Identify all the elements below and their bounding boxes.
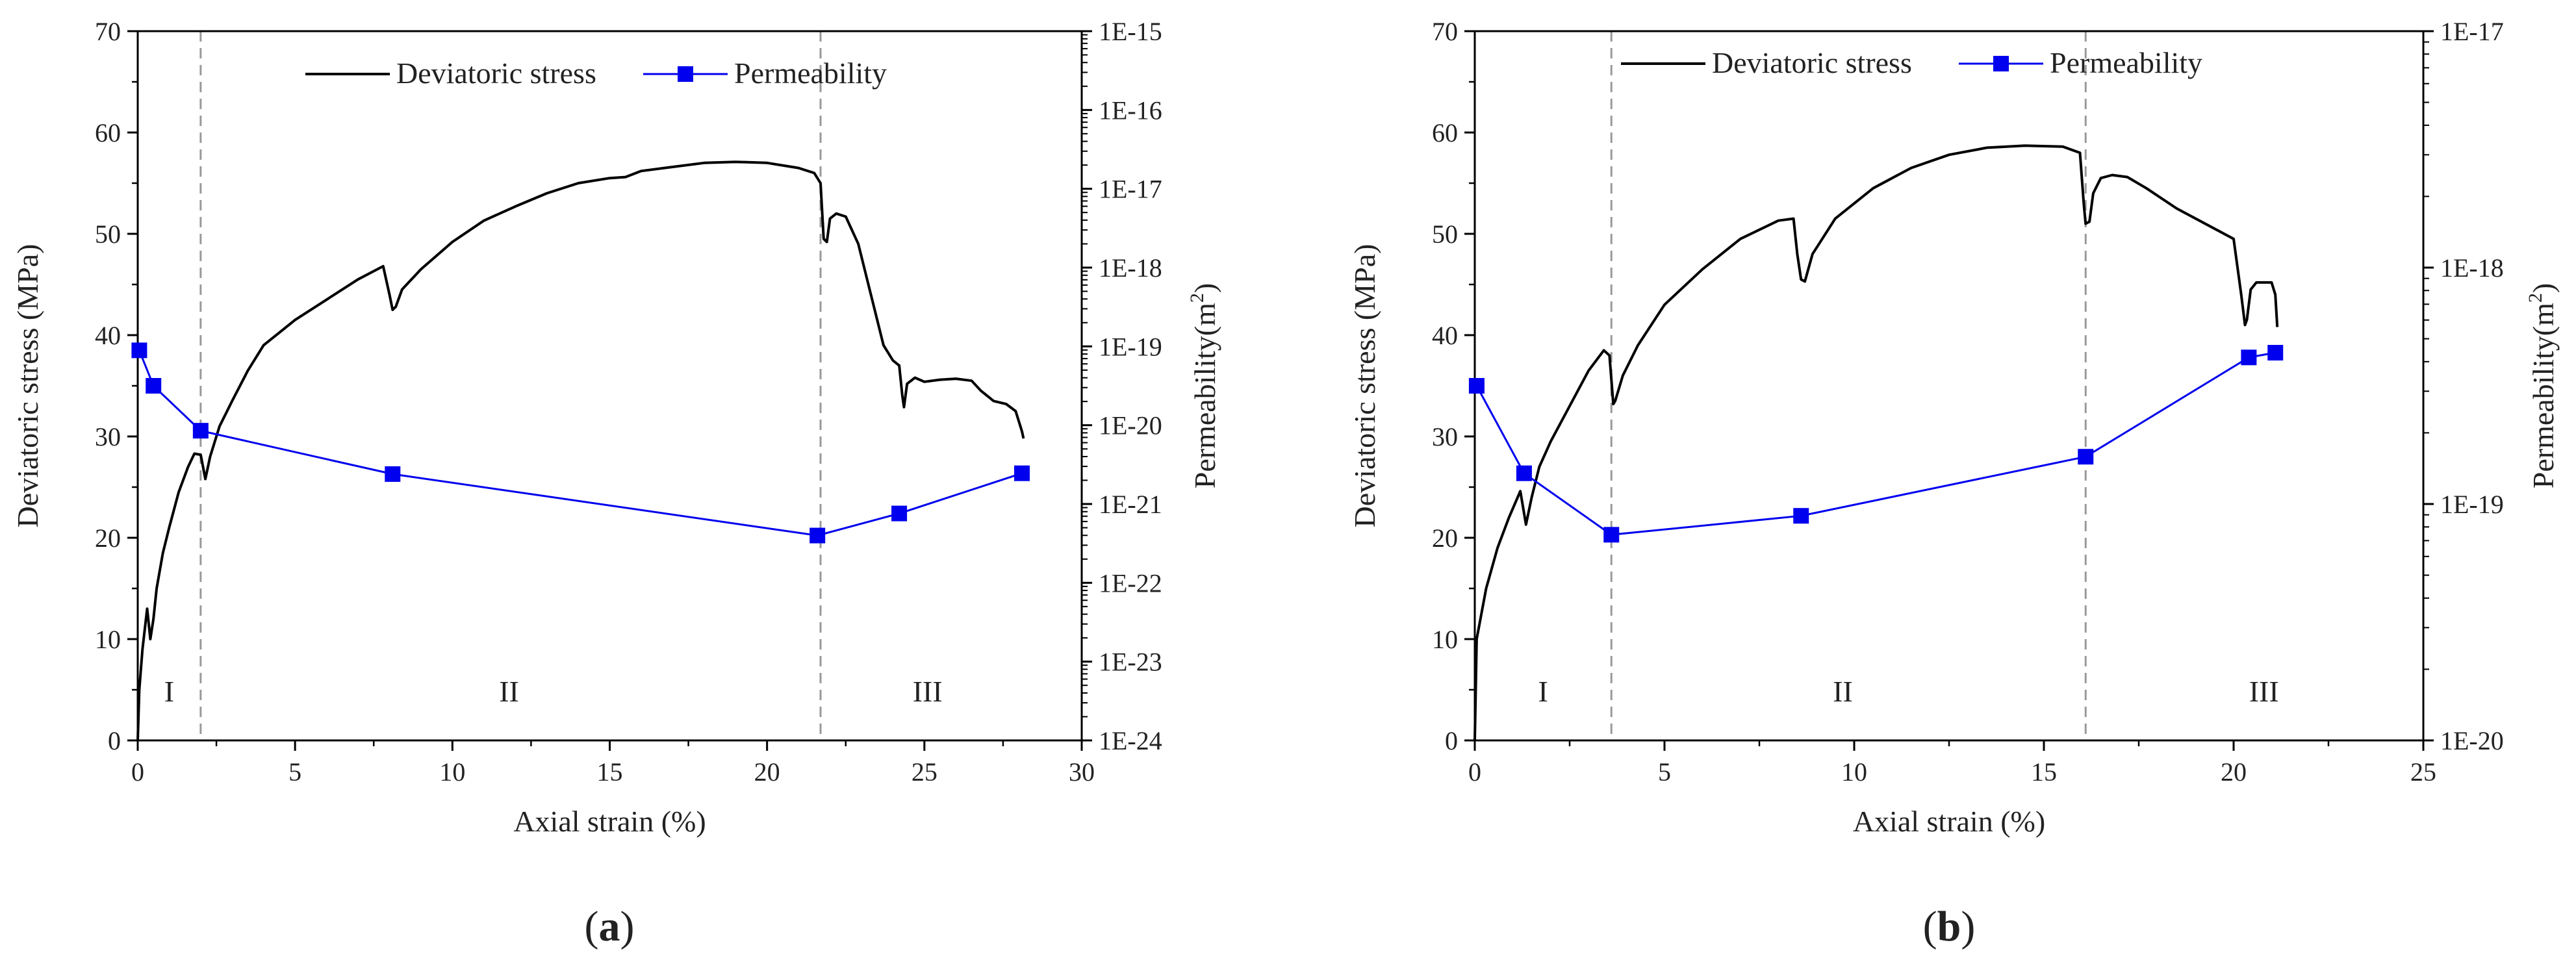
y2-tick-label: 1E-24: [1099, 726, 1162, 755]
permeability-point: [1468, 378, 1485, 394]
region-label: III: [913, 675, 943, 708]
panel-label-open: (: [1923, 903, 1937, 950]
panel-label: (b): [1923, 903, 1976, 950]
permeability-point: [1014, 465, 1030, 481]
y2-tick-label: 1E-20: [2440, 726, 2504, 755]
legend-permeability-label: Permeability: [2050, 46, 2202, 79]
plot-frame: [136, 30, 1083, 742]
permeability-point: [1603, 527, 1620, 543]
y-tick-label: 10: [95, 625, 121, 654]
permeability-point: [810, 527, 826, 544]
x-tick-label: 10: [439, 757, 465, 787]
x-tick-label: 25: [2410, 757, 2436, 787]
region-label: III: [2249, 675, 2279, 708]
legend-permeability-label: Permeability: [734, 57, 887, 90]
permeability-line: [138, 349, 1023, 537]
permeability-point: [1516, 465, 1532, 481]
panel-label: (a): [585, 903, 635, 950]
x-tick-label: 0: [131, 757, 144, 787]
x-tick-label: 5: [1658, 757, 1671, 787]
y2-tick-label: 1E-21: [1099, 490, 1162, 519]
y2-axis-label-text: Permeability(m: [2527, 303, 2560, 488]
y2-axis-label: Permeability(m2): [2525, 283, 2560, 488]
panel-label-letter: a: [599, 903, 620, 950]
y2-axis-label: Permeability(m2): [1186, 283, 1221, 488]
plot-frame: [1473, 30, 2425, 742]
stress-curve: [136, 160, 1025, 741]
x-axis-label: Axial strain (%): [1853, 805, 2045, 838]
y-tick-label: 40: [95, 321, 121, 350]
x-tick-label: 15: [2031, 757, 2057, 787]
permeability-point: [891, 505, 908, 522]
legend-stress-label: Deviatoric stress: [1712, 46, 1912, 79]
permeability-point: [146, 378, 162, 394]
y-axis-label: Deviatoric stress (MPa): [11, 244, 44, 528]
y2-tick-label: 1E-23: [1099, 648, 1162, 677]
y-tick-label: 30: [95, 422, 121, 451]
y-tick-label: 0: [1445, 726, 1458, 755]
x-tick-label: 20: [2221, 757, 2247, 787]
permeability-point: [192, 423, 209, 439]
region-label: II: [1833, 675, 1853, 708]
permeability-point: [1793, 508, 1809, 524]
y2-axis-label-superscript: 2: [1186, 293, 1208, 303]
permeability-point: [2241, 349, 2257, 366]
stress-curve: [1473, 144, 2279, 741]
region-label: II: [499, 675, 519, 708]
panel-label-letter: b: [1937, 903, 1961, 950]
y-axis-label: Deviatoric stress (MPa): [1348, 244, 1381, 528]
y-tick-label: 20: [95, 523, 121, 553]
y-tick-label: 0: [108, 726, 121, 755]
y-tick-label: 20: [1432, 523, 1458, 553]
legend-permeability-swatch-marker: [1993, 56, 2009, 71]
y2-axis-label-superscript: 2: [2525, 293, 2546, 303]
y2-axis-label-close: ): [2527, 283, 2560, 293]
permeability-point: [2267, 345, 2284, 361]
permeability-point: [385, 466, 401, 482]
y2-axis-label-close: ): [1188, 283, 1221, 293]
permeability-line: [1475, 351, 2276, 536]
legend-stress-label: Deviatoric stress: [396, 57, 596, 90]
y2-axis-label-text: Permeability(m: [1188, 303, 1221, 488]
panel-label-open: (: [585, 903, 599, 950]
y2-tick-label: 1E-20: [1099, 411, 1162, 440]
y-tick-label: 60: [95, 118, 121, 147]
x-tick-label: 25: [912, 757, 937, 787]
x-tick-label: 20: [754, 757, 780, 787]
panel-a: 0 5 10 15 20 25 30 0 10 20 30 40 50 60 70 1E-24 1E-23 1E-…: [11, 17, 1221, 950]
y-tick-label: 30: [1432, 422, 1458, 451]
y2-tick-label: 1E-19: [1099, 332, 1162, 361]
x-tick-label: 0: [1468, 757, 1481, 787]
legend-permeability-swatch-marker: [678, 66, 693, 82]
y2-tick-label: 1E-17: [2440, 17, 2504, 46]
y-tick-label: 10: [1432, 625, 1458, 654]
y-tick-label: 40: [1432, 321, 1458, 350]
x-tick-label: 10: [1841, 757, 1867, 787]
panel-b: 0 5 10 15 20 25 0 10 20 30 40 50 60 70 1E-20 1E-19 1E-18…: [1348, 17, 2560, 950]
y2-tick-label: 1E-15: [1099, 17, 1162, 46]
x-axis-label: Axial strain (%): [513, 805, 706, 838]
region-label: I: [164, 675, 174, 708]
panel-label-close: ): [1961, 903, 1975, 950]
y2-tick-label: 1E-18: [1099, 253, 1162, 283]
y-tick-label: 70: [95, 17, 121, 46]
y2-tick-label: 1E-22: [1099, 568, 1162, 598]
x-tick-label: 30: [1069, 757, 1095, 787]
region-label: I: [1538, 675, 1548, 708]
panel-label-close: ): [620, 903, 635, 950]
y2-tick-label: 1E-19: [2440, 490, 2504, 519]
y-tick-label: 60: [1432, 118, 1458, 147]
y2-tick-label: 1E-16: [1099, 95, 1162, 125]
x-tick-label: 15: [597, 757, 623, 787]
y2-tick-label: 1E-17: [1099, 175, 1162, 204]
permeability-point: [131, 342, 147, 359]
y2-tick-label: 1E-18: [2440, 253, 2504, 283]
y-tick-label: 70: [1432, 17, 1458, 46]
permeability-point: [2078, 449, 2094, 465]
y-tick-label: 50: [1432, 220, 1458, 249]
y-tick-label: 50: [95, 220, 121, 249]
x-tick-label: 5: [288, 757, 301, 787]
